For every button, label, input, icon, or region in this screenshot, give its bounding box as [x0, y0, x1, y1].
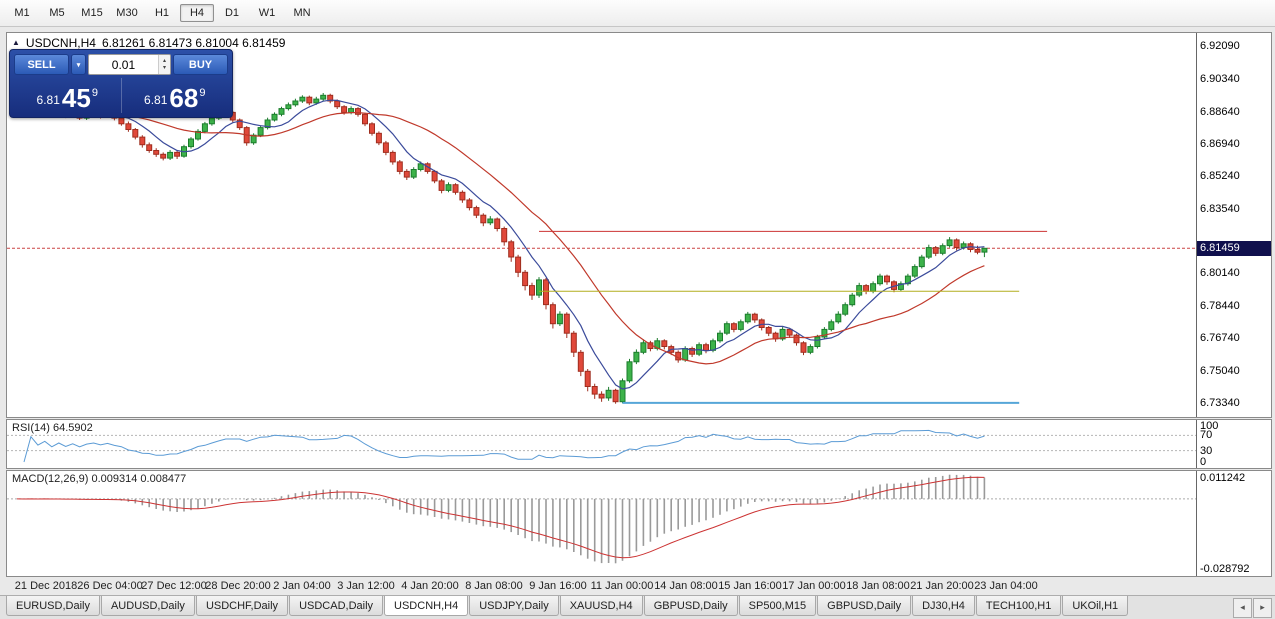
time-axis-label: 15 Jan 16:00	[718, 580, 782, 592]
macd-scale[interactable]: 0.011242 -0.028792	[1196, 471, 1271, 576]
timeframe-button-mn[interactable]: MN	[293, 7, 311, 19]
time-axis-label: 14 Jan 08:00	[654, 580, 718, 592]
rsi-chart[interactable]	[7, 420, 1196, 468]
symbol-tab-usdcad-daily[interactable]: USDCAD,Daily	[289, 596, 384, 616]
price-scale-label: 6.85240	[1200, 170, 1240, 183]
symbol-tab-bar: EURUSD,Daily AUDUSD,Daily USDCHF,Daily USDC…	[0, 595, 1275, 619]
chevron-down-icon: ▾	[162, 64, 166, 71]
one-click-trading-panel: SELL ▾ ▴ ▾ BUY 6.81459	[9, 49, 233, 118]
symbol-tab-xauusd-h4[interactable]: XAUUSD,H4	[559, 596, 643, 616]
tab-scroll-left-button[interactable]: ◂	[1233, 597, 1252, 618]
symbol-tab-ukoil-h1[interactable]: UKOil,H1	[1062, 596, 1129, 616]
price-scale-label: 6.73340	[1200, 396, 1240, 409]
macd-panel: MACD(12,26,9) 0.009314 0.008477 0.011242…	[6, 470, 1272, 577]
time-axis-label: 18 Jan 08:00	[846, 580, 910, 592]
timeframe-button-h4[interactable]: H4	[180, 4, 214, 22]
time-axis-label: 27 Dec 12:00	[141, 580, 207, 592]
symbol-tab-usdcnh-h4[interactable]: USDCNH,H4	[384, 596, 469, 616]
buy-price-prefix: 6.81	[144, 93, 168, 107]
symbol-tab-usdjpy-daily[interactable]: USDJPY,Daily	[469, 596, 559, 616]
price-scale-label: 6.78440	[1200, 299, 1240, 312]
timeframe-button-h1[interactable]: H1	[154, 7, 170, 19]
price-scale-label: 6.86940	[1200, 137, 1240, 150]
candlestick-chart[interactable]	[7, 33, 1196, 417]
time-axis-label: 2 Jan 04:00	[273, 580, 331, 592]
time-axis-label: 3 Jan 12:00	[337, 580, 395, 592]
symbol-tab-dj30-h4[interactable]: DJ30,H4	[912, 596, 975, 616]
macd-label: MACD(12,26,9) 0.009314 0.008477	[12, 473, 187, 485]
price-scale-label: 6.92090	[1200, 39, 1240, 52]
macd-scale-max: 0.011242	[1200, 472, 1246, 484]
time-axis-label: 11 Jan 00:00	[590, 580, 654, 592]
time-axis-label: 26 Dec 04:00	[77, 580, 143, 592]
volume-input[interactable]	[89, 55, 158, 74]
time-axis-label: 28 Dec 20:00	[205, 580, 271, 592]
symbol-tab-gbpusd-daily[interactable]: GBPUSD,Daily	[643, 596, 738, 616]
timeframe-button-m30[interactable]: M30	[116, 7, 138, 19]
timeframe-button-d1[interactable]: D1	[224, 7, 240, 19]
time-axis-label: 4 Jan 20:00	[401, 580, 459, 592]
current-price-badge: 6.81459	[1197, 241, 1271, 257]
rsi-scale-label: 70	[1200, 429, 1213, 442]
symbol-tab-audusd-daily[interactable]: AUDUSD,Daily	[100, 596, 195, 616]
rsi-scale-label: 0	[1200, 456, 1207, 468]
sell-button[interactable]: SELL	[14, 54, 69, 75]
symbol-tab-gbpusd-daily[interactable]: GBPUSD,Daily	[817, 596, 912, 616]
triangle-right-icon: ▸	[1260, 602, 1265, 612]
chart-window: ▲ USDCNH,H4 6.81261 6.81473 6.81004 6.81…	[6, 32, 1272, 595]
price-scale-label: 6.76740	[1200, 332, 1240, 345]
sell-price-prefix: 6.81	[36, 93, 60, 107]
macd-scale-min: -0.028792	[1200, 563, 1250, 575]
rsi-scale-label: 30	[1200, 444, 1213, 457]
sell-price-big: 45	[61, 83, 91, 113]
symbol-tab-sp500-m15[interactable]: SP500,M15	[738, 596, 817, 616]
time-axis-label: 8 Jan 08:00	[465, 580, 523, 592]
volume-field: ▴ ▾	[88, 54, 171, 75]
time-axis-label: 9 Jan 16:00	[529, 580, 587, 592]
timeframe-button-m15[interactable]: M15	[81, 7, 103, 19]
time-axis-label: 17 Jan 00:00	[782, 580, 846, 592]
tab-scroll-controls: ◂ ▸	[1232, 596, 1275, 619]
rsi-scale-label: 100	[1200, 420, 1219, 432]
volume-dropdown-button[interactable]: ▾	[71, 54, 86, 75]
buy-price-sup: 9	[199, 87, 206, 99]
price-scale-label: 6.83540	[1200, 202, 1240, 215]
symbol-tabs: EURUSD,Daily AUDUSD,Daily USDCHF,Daily USDC…	[0, 596, 1232, 619]
price-scale[interactable]: 6.81459 6.92090 6.90340 6.88640 6.86940 6.85…	[1196, 33, 1271, 417]
timeframe-button-w1[interactable]: W1	[258, 7, 276, 19]
chart-ohlc-title: ▲ USDCNH,H4 6.81261 6.81473 6.81004 6.81…	[12, 36, 285, 50]
time-axis[interactable]: 21 Dec 2018 26 Dec 04:00 27 Dec 12:00 28 De…	[6, 577, 1272, 595]
price-scale-label: 6.90340	[1200, 73, 1240, 86]
price-chart-panel: ▲ USDCNH,H4 6.81261 6.81473 6.81004 6.81…	[6, 32, 1272, 418]
price-scale-label: 6.75040	[1200, 364, 1240, 377]
tab-scroll-right-button[interactable]: ▸	[1253, 597, 1272, 618]
triangle-left-icon: ◂	[1240, 602, 1245, 612]
symbol-tab-eurusd-daily[interactable]: EURUSD,Daily	[6, 596, 100, 616]
volume-stepper[interactable]: ▴ ▾	[157, 55, 170, 74]
rsi-label: RSI(14) 64.5902	[12, 422, 93, 434]
symbol-tab-usdchf-daily[interactable]: USDCHF,Daily	[195, 596, 289, 616]
chart-symbol: USDCNH,H4	[25, 36, 96, 50]
symbol-tab-tech100-h1[interactable]: TECH100,H1	[975, 596, 1062, 616]
chevron-down-icon: ▾	[76, 61, 81, 69]
chart-icon: ▲	[12, 38, 20, 47]
time-axis-label: 21 Jan 20:00	[910, 580, 974, 592]
buy-price-big: 68	[169, 83, 199, 113]
time-axis-label: 23 Jan 04:00	[974, 580, 1038, 592]
sell-price-sup: 9	[91, 87, 98, 99]
timeframe-button-m5[interactable]: M5	[49, 7, 65, 19]
buy-price-display[interactable]: 6.81 68 9	[122, 78, 229, 113]
time-axis-label: 21 Dec 2018	[14, 580, 78, 592]
rsi-scale[interactable]: 100 70 30 0	[1196, 420, 1271, 468]
price-scale-label: 6.80140	[1200, 267, 1240, 280]
timeframe-button-m1[interactable]: M1	[14, 7, 30, 19]
rsi-panel: RSI(14) 64.5902 100 70 30 0	[6, 419, 1272, 469]
price-scale-label: 6.88640	[1200, 105, 1240, 118]
chevron-up-icon: ▴	[162, 57, 166, 64]
macd-chart[interactable]	[7, 471, 1196, 576]
chart-ohlc-values: 6.81261 6.81473 6.81004 6.81459	[101, 36, 286, 50]
timeframe-toolbar: M1 M5 M15 M30 H1 H4 D1 W1 MN	[0, 0, 1275, 27]
sell-price-display[interactable]: 6.81 45 9	[14, 78, 122, 113]
buy-button[interactable]: BUY	[173, 54, 228, 75]
